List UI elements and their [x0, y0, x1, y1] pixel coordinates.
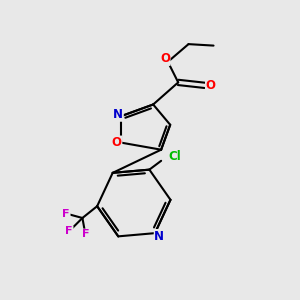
- Text: N: N: [154, 230, 164, 243]
- Text: O: O: [206, 79, 216, 92]
- Text: Cl: Cl: [169, 150, 181, 163]
- Text: F: F: [82, 229, 89, 239]
- Text: F: F: [62, 208, 70, 219]
- Text: O: O: [160, 52, 170, 65]
- Text: N: N: [113, 108, 123, 121]
- Text: F: F: [65, 226, 73, 236]
- Text: O: O: [112, 136, 122, 149]
